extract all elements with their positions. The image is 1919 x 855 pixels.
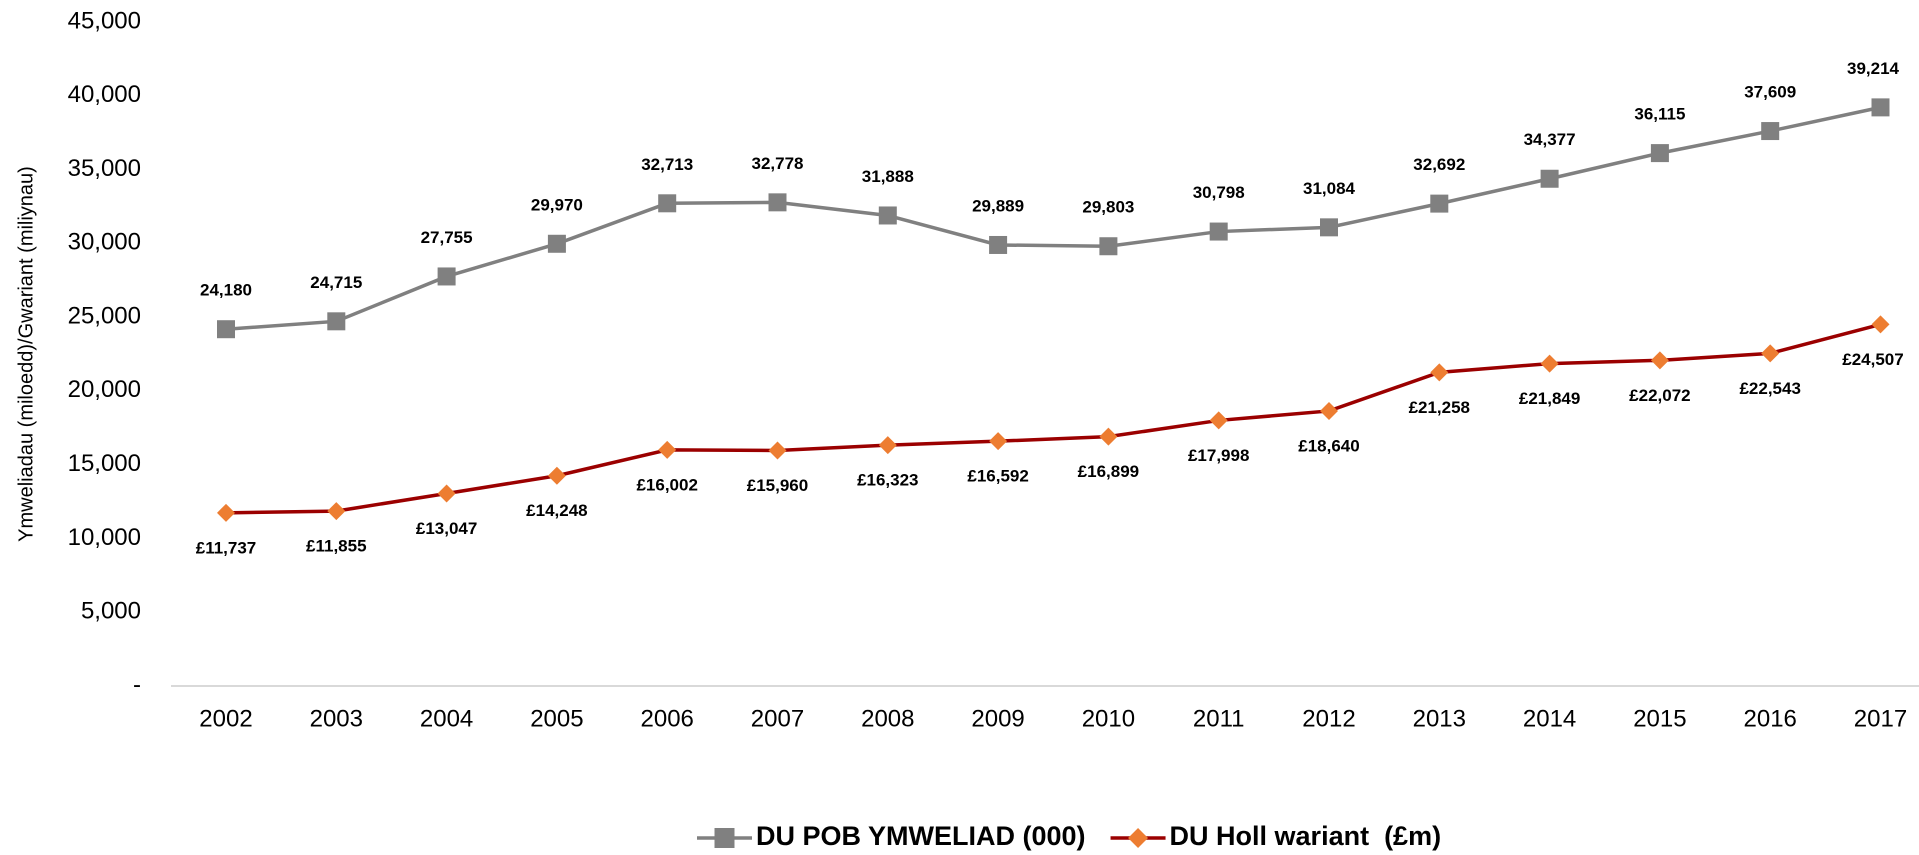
data-label: 34,377 <box>1524 130 1576 149</box>
marker <box>1871 315 1890 334</box>
marker <box>1209 411 1228 430</box>
y-tick-label: 25,000 <box>68 302 141 329</box>
x-tick-label: 2004 <box>420 705 473 732</box>
data-label: 32,778 <box>752 154 804 173</box>
marker <box>1650 351 1669 370</box>
marker <box>327 312 346 331</box>
data-label: £16,592 <box>967 467 1028 486</box>
x-tick-label: 2006 <box>641 705 694 732</box>
legend-label: DU Holl wariant (£m) <box>1170 821 1442 851</box>
x-tick-label: 2013 <box>1413 705 1466 732</box>
marker <box>437 267 456 286</box>
marker <box>1430 194 1449 213</box>
data-label: £22,072 <box>1629 386 1690 405</box>
x-tick-label: 2002 <box>199 705 252 732</box>
data-label: 30,798 <box>1193 183 1245 202</box>
marker <box>1540 354 1559 373</box>
data-label: £18,640 <box>1298 436 1359 455</box>
y-tick-label: - <box>133 671 141 698</box>
data-label: 24,715 <box>310 273 362 292</box>
data-label: 24,180 <box>200 281 252 300</box>
x-tick-label: 2017 <box>1854 705 1907 732</box>
marker <box>217 503 235 522</box>
marker <box>768 193 787 212</box>
series-line <box>225 105 1881 331</box>
data-label: £11,855 <box>306 537 367 556</box>
marker <box>547 234 566 253</box>
y-tick-label: 40,000 <box>68 81 141 108</box>
marker <box>1320 218 1338 237</box>
data-label: £17,998 <box>1188 446 1249 465</box>
marker <box>1099 427 1118 446</box>
data-label: 29,889 <box>972 196 1024 215</box>
data-label: £21,258 <box>1409 398 1470 417</box>
data-label: £24,507 <box>1842 350 1903 369</box>
x-tick-label: 2009 <box>971 705 1024 732</box>
y-tick-label: 30,000 <box>68 229 141 256</box>
x-tick-label: 2014 <box>1523 705 1576 732</box>
data-label: 36,115 <box>1634 105 1685 124</box>
marker <box>1430 363 1449 382</box>
legend-marker <box>714 828 735 848</box>
data-label: 31,888 <box>862 167 914 186</box>
y-axis-label: Ymweliadau (miloedd)/Gwariant (miliynau) <box>15 166 37 542</box>
y-tick-label: 5,000 <box>81 598 141 625</box>
y-tick-label: 10,000 <box>68 524 141 551</box>
marker <box>658 194 677 213</box>
data-label: 32,713 <box>641 155 693 174</box>
legend-marker <box>1128 828 1149 848</box>
data-label: £16,002 <box>636 475 697 494</box>
data-label: £22,543 <box>1739 379 1800 398</box>
marker <box>1871 98 1890 117</box>
marker <box>437 484 456 503</box>
marker <box>768 441 787 460</box>
y-tick-label: 15,000 <box>68 450 141 477</box>
data-label: 27,755 <box>421 228 473 247</box>
data-label: 29,803 <box>1082 198 1134 217</box>
data-label: £16,899 <box>1078 462 1139 481</box>
marker <box>989 235 1008 254</box>
data-label: 32,692 <box>1413 155 1465 174</box>
marker <box>1099 237 1118 256</box>
x-tick-label: 2005 <box>530 705 583 732</box>
marker <box>547 466 566 485</box>
data-label: 29,970 <box>531 195 583 214</box>
data-label: 31,084 <box>1303 179 1356 198</box>
marker <box>1761 344 1780 363</box>
marker <box>658 440 677 459</box>
data-label: £14,248 <box>526 501 587 520</box>
y-tick-label: 35,000 <box>68 155 141 182</box>
marker <box>1209 222 1228 241</box>
x-tick-label: 2012 <box>1302 705 1355 732</box>
marker <box>878 436 897 455</box>
x-tick-label: 2003 <box>310 705 363 732</box>
x-tick-label: 2011 <box>1193 705 1245 732</box>
y-tick-label: 20,000 <box>68 376 141 403</box>
data-label: £16,323 <box>857 471 918 490</box>
marker <box>1761 122 1780 141</box>
data-label: 39,214 <box>1847 59 1900 78</box>
y-tick-label: 45,000 <box>68 7 141 34</box>
marker <box>989 432 1008 451</box>
data-label: £11,737 <box>196 538 257 557</box>
x-tick-label: 2008 <box>861 705 914 732</box>
data-label: £13,047 <box>416 519 477 538</box>
x-tick-label: 2015 <box>1633 705 1686 732</box>
data-label: 37,609 <box>1744 83 1796 102</box>
series-line <box>225 322 1881 515</box>
legend-label: DU POB YMWELIAD (000) <box>756 821 1086 851</box>
marker <box>1540 169 1559 188</box>
marker <box>878 206 897 225</box>
marker <box>1650 144 1669 163</box>
x-tick-label: 2007 <box>751 705 804 732</box>
x-tick-label: 2016 <box>1744 705 1797 732</box>
data-label: £21,849 <box>1519 389 1580 408</box>
x-tick-label: 2010 <box>1082 705 1135 732</box>
marker <box>1320 401 1338 420</box>
marker <box>217 320 235 339</box>
marker <box>327 502 346 521</box>
data-label: £15,960 <box>747 476 808 495</box>
